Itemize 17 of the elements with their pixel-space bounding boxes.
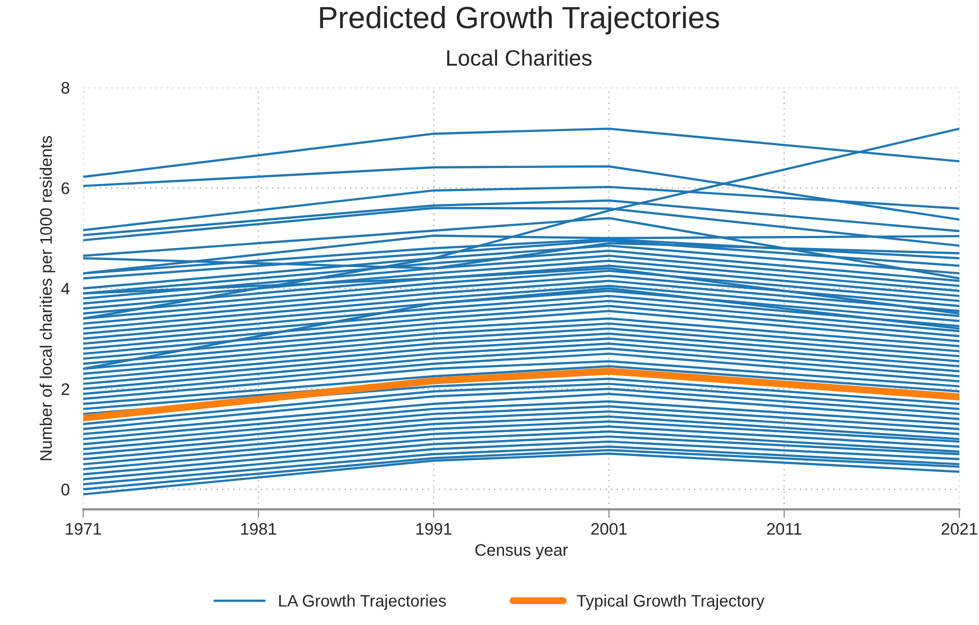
x-axis-title: Census year <box>475 544 568 560</box>
x-tick-label: 2021 <box>942 523 978 535</box>
y-tick-label: 6 <box>62 182 70 194</box>
y-tick-label: 8 <box>61 82 70 94</box>
y-tick-label: 0 <box>61 484 70 496</box>
x-tick-label: 2011 <box>767 523 802 535</box>
y-tick-label: 4 <box>61 282 70 294</box>
legend-label: Typical Growth Trajectory <box>576 594 764 610</box>
chart-subtitle: Local Charities <box>447 50 592 66</box>
y-axis-title: Number of local charities per 1000 residents <box>40 136 56 460</box>
x-tick-label: 1971 <box>66 523 101 535</box>
x-tick-label: 1981 <box>241 523 276 535</box>
x-tick-label: 1991 <box>416 523 452 535</box>
x-tick-label: 2001 <box>591 523 627 535</box>
legend-label: LA Growth Trajectories <box>279 594 446 610</box>
y-tick-label: 2 <box>62 383 70 395</box>
chart-title: Predicted Growth Trajectories <box>320 6 720 34</box>
